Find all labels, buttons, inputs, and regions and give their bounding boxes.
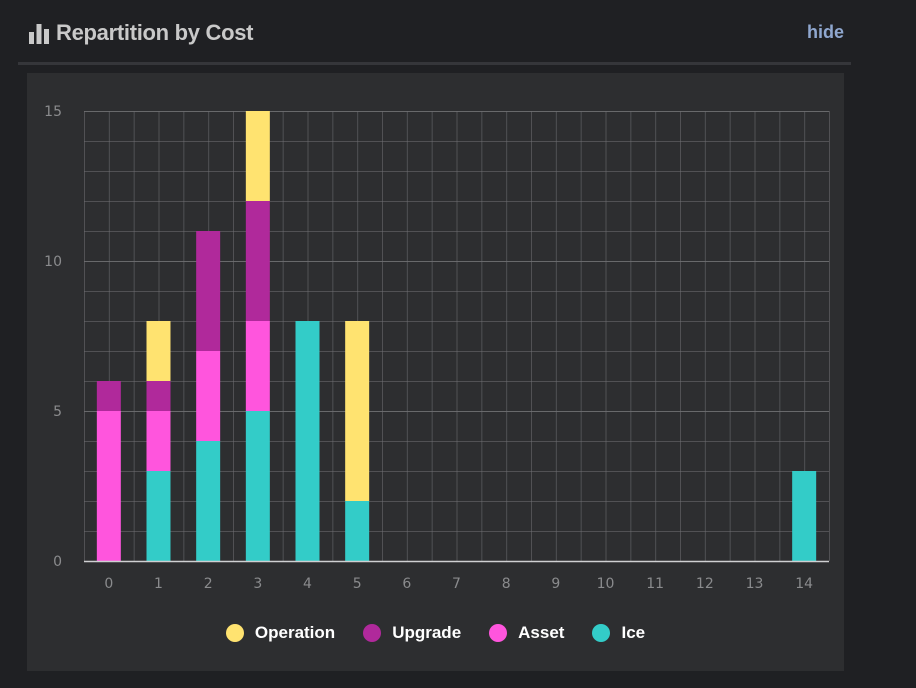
y-tick-label: 5 [53,404,62,420]
legend-swatch [225,624,244,642]
x-tick-label: 0 [104,576,113,592]
x-tick-label: 4 [303,576,312,592]
bar-operation-5 [345,321,370,501]
bar-upgrade-0 [96,381,121,411]
y-tick-label: 15 [44,104,62,120]
bar-ice-1 [146,471,171,561]
legend-item-ice[interactable]: Ice [592,623,645,643]
x-tick-label: 11 [646,576,664,592]
legend-item-upgrade[interactable]: Upgrade [363,623,461,643]
x-tick-label: 3 [253,576,262,592]
hide-button[interactable]: hide [806,22,844,42]
chart-panel: 0 5 10 15 0 1 2 3 4 5 6 7 8 9 10 11 12 13 14 Operation Upgr… [27,73,844,671]
legend-label: Upgrade [392,623,462,642]
legend-item-operation[interactable]: Operation [225,623,336,643]
bar-ice-14 [792,471,817,561]
chart-legend: Operation Upgrade Asset Ice [27,621,844,645]
legend-swatch [489,624,508,642]
bar-upgrade-2 [196,231,221,351]
legend-label: Operation [254,623,336,642]
y-tick-label: 0 [53,554,62,570]
chart-header: Repartition by Cost hide [28,20,848,52]
legend-item-asset[interactable]: Asset [489,623,564,643]
x-tick-label: 14 [795,576,813,592]
bar-operation-1 [146,321,171,381]
legend-label: Ice [621,623,646,642]
x-tick-label: 8 [502,576,511,592]
bar-operation-3 [245,111,270,201]
x-tick-label: 2 [204,576,213,592]
x-tick-label: 6 [402,576,411,592]
x-tick-label: 10 [597,576,615,592]
bar-ice-4 [295,321,320,561]
y-tick-label: 10 [44,254,62,270]
legend-swatch [363,624,382,642]
title-group: Repartition by Cost [28,20,254,46]
bar-asset-2 [196,351,221,441]
bar-upgrade-3 [245,201,270,321]
bar-ice-2 [196,441,221,561]
bar-upgrade-1 [146,381,171,411]
x-tick-label: 1 [154,576,163,592]
x-tick-label: 12 [696,576,714,592]
bar-asset-1 [146,411,171,471]
bar-asset-3 [245,321,270,411]
legend-swatch [592,624,611,642]
x-tick-label: 9 [551,576,560,592]
x-tick-label: 7 [452,576,461,592]
header-divider [18,62,851,65]
legend-label: Asset [518,623,565,642]
x-tick-label: 13 [746,576,764,592]
page-title: Repartition by Cost [56,20,254,45]
x-tick-label: 5 [353,576,362,592]
bar-ice-5 [345,501,370,561]
bar-ice-3 [245,411,270,561]
bar-chart-icon [29,24,49,44]
bar-asset-0 [96,411,121,561]
